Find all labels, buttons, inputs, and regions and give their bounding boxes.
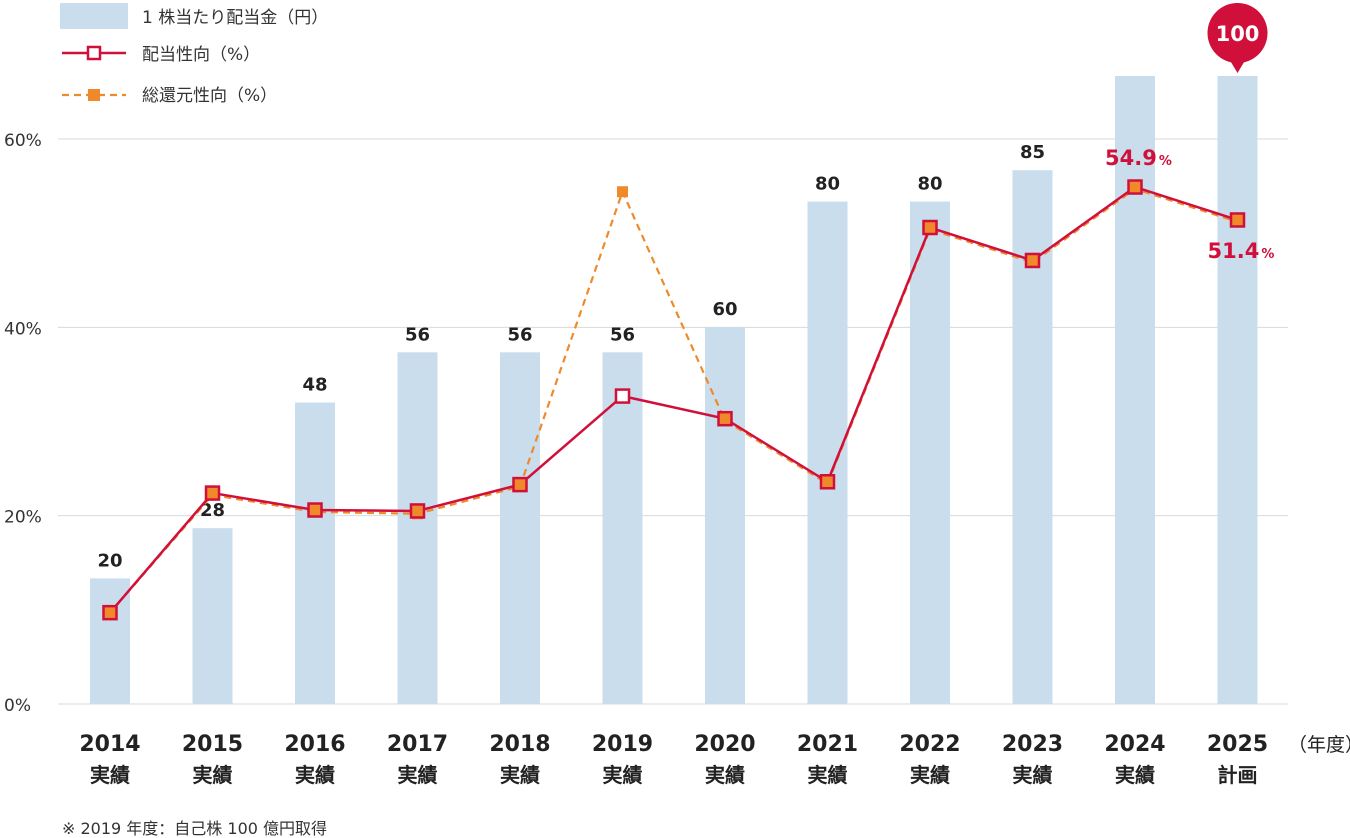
legend-marker-payout [86,45,102,61]
y-tick-label-2: 40% [4,319,42,339]
bubble-value: 100 [1216,22,1260,46]
bar-2022 [910,201,950,704]
bar-2019 [602,352,643,704]
payout-point-2021 [819,474,836,490]
x-tick-sub-2022: 実績 [910,763,950,787]
payout-label-2025: 51.4% [1208,239,1275,263]
legend-marker-total-return [88,89,100,101]
x-tick-year-2014: 2014 [79,732,140,757]
payout-point-2023 [1024,252,1041,269]
x-tick-year-2024: 2024 [1104,732,1165,757]
x-tick-sub-2019: 実績 [603,763,643,787]
payout-point-2020 [717,410,733,427]
x-tick-year-2018: 2018 [489,732,550,757]
x-tick-sub-2020: 実績 [705,763,745,787]
bar-2016 [295,402,335,704]
bar-label-2022: 80 [917,174,942,195]
bar-label-2019: 56 [610,324,635,345]
bubble-callout-2025: 100 [1207,3,1268,73]
bar-label-2020: 60 [712,299,737,320]
bar-label-2014: 20 [97,550,122,571]
bar-2017 [397,352,438,704]
x-tick-year-2020: 2020 [694,732,755,757]
x-tick-year-2022: 2022 [899,732,960,757]
x-tick-year-2021: 2021 [797,732,858,757]
payout-point-2025 [1229,212,1246,228]
bar-label-2015: 28 [200,500,225,521]
legend-label-total-return: 総還元性向（%） [142,86,277,106]
x-tick-year-2015: 2015 [182,732,243,757]
x-tick-year-2017: 2017 [387,732,448,757]
y-tick-label-1: 20% [4,508,42,528]
payout-line [109,185,1238,614]
payout-point-2017 [409,503,426,519]
payout-value-2024: 54.9 [1105,146,1157,170]
bar-2018 [500,352,540,704]
y-axis-ticks: 0% 20% 40% 60% [4,131,42,716]
x-tick-sub-2018: 実績 [500,763,540,787]
bubble-tail [1228,58,1247,73]
legend-label-payout: 配当性向（%） [142,45,260,65]
payout-series [102,179,1246,621]
x-tick-sub-2014: 実績 [90,763,130,787]
x-axis-ticks: 2014 実績 2015 実績 2016 実績 2017 実績 2018 実績 2019 実績 2020… [79,732,1268,787]
legend-label-dividend: 1 株当たり配当金（円） [142,8,328,28]
payout-value-2025: 51.4 [1208,239,1260,263]
x-tick-sub-2021: 実績 [808,763,848,787]
x-tick-sub-2016: 実績 [295,763,335,787]
payout-point-2015 [204,485,221,501]
bubble-circle [1207,3,1268,63]
x-tick-year-2019: 2019 [592,732,653,757]
bar-label-2017: 56 [405,324,430,345]
x-tick-sub-2025: 計画 [1218,763,1258,787]
payout-point-2019 [614,388,631,404]
x-axis-unit-label: （年度） [1288,734,1350,756]
x-tick-sub-2015: 実績 [193,763,233,787]
payout-point-2016 [307,502,323,518]
bar-2014 [90,578,130,704]
x-tick-year-2025: 2025 [1207,732,1268,757]
total-return-point-2019 [617,186,628,198]
y-tick-label-3: 60% [4,131,42,151]
payout-sym-2025: % [1261,247,1274,262]
dividend-bar-labels: 20 28 48 56 56 56 60 80 80 85 [97,142,1045,571]
payout-label-2024: 54.9% [1105,146,1172,170]
footnote: ※ 2019 年度：自己株 100 億円取得 [62,819,327,838]
payout-point-2022 [922,219,938,236]
bar-label-2021: 80 [815,174,840,195]
x-tick-year-2016: 2016 [284,732,345,757]
bar-2021 [807,201,848,704]
x-tick-sub-2024: 実績 [1115,763,1155,787]
bar-2025 [1217,76,1258,704]
y-tick-label-0: 0% [4,696,31,716]
bar-2015 [192,528,233,704]
dividend-bars [90,76,1258,704]
bar-2020 [705,327,745,704]
bar-label-2016: 48 [302,375,327,396]
payout-point-2018 [512,476,528,493]
legend: 1 株当たり配当金（円） 配当性向（%） 総還元性向（%） [60,3,328,106]
bar-2024 [1115,76,1155,704]
bar-label-2023: 85 [1020,142,1045,163]
x-tick-sub-2023: 実績 [1013,763,1053,787]
total-return-series [104,183,1243,619]
payout-point-2024 [1127,179,1143,195]
x-tick-sub-2017: 実績 [398,763,438,787]
payout-sym-2024: % [1159,154,1172,169]
x-tick-year-2023: 2023 [1002,732,1063,757]
gridlines [58,138,1288,705]
bar-label-2018: 56 [507,324,532,345]
payout-point-2014 [102,604,118,621]
total-return-line [109,187,1238,614]
legend-swatch-dividend [60,3,128,29]
